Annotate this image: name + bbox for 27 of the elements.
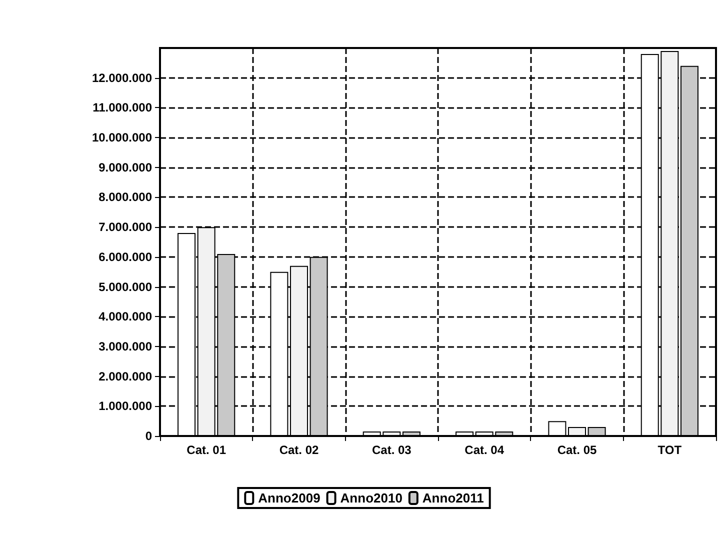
y-tick-label: 6.000.000 xyxy=(98,250,152,264)
y-tick-label: 7.000.000 xyxy=(98,220,152,234)
x-tick-label: Cat. 02 xyxy=(279,443,319,457)
y-tick-label: 2.000.000 xyxy=(98,369,152,384)
y-tick-label: 4.000.000 xyxy=(98,310,152,324)
bar xyxy=(588,427,606,436)
y-tick-label: 12.000.000 xyxy=(92,70,152,85)
y-tick-label: 3.000.000 xyxy=(98,339,152,354)
y-tick-label: 9.000.000 xyxy=(98,160,152,174)
bar xyxy=(402,432,420,436)
y-tick-label: 11.000.000 xyxy=(92,100,152,115)
x-tick-label: Cat. 01 xyxy=(186,443,226,457)
y-tick-label: 10.000.000 xyxy=(92,130,152,145)
y-tick-label: 8.000.000 xyxy=(98,190,152,204)
x-tick-label: Cat. 03 xyxy=(372,443,412,457)
bar xyxy=(568,427,586,436)
y-tick-label: 0 xyxy=(145,429,152,443)
bar xyxy=(456,432,474,436)
bar xyxy=(548,421,566,436)
y-tick-label: 1.000.000 xyxy=(98,399,152,414)
legend-label: Anno2011 xyxy=(422,490,484,506)
x-tick-label: TOT xyxy=(658,443,682,457)
legend-label: Anno2010 xyxy=(340,490,402,506)
y-tick-label: 5.000.000 xyxy=(98,280,152,294)
x-tick-label: Cat. 05 xyxy=(557,443,597,457)
x-tick-label: Cat. 04 xyxy=(464,443,504,457)
legend-label: Anno2009 xyxy=(258,490,320,506)
